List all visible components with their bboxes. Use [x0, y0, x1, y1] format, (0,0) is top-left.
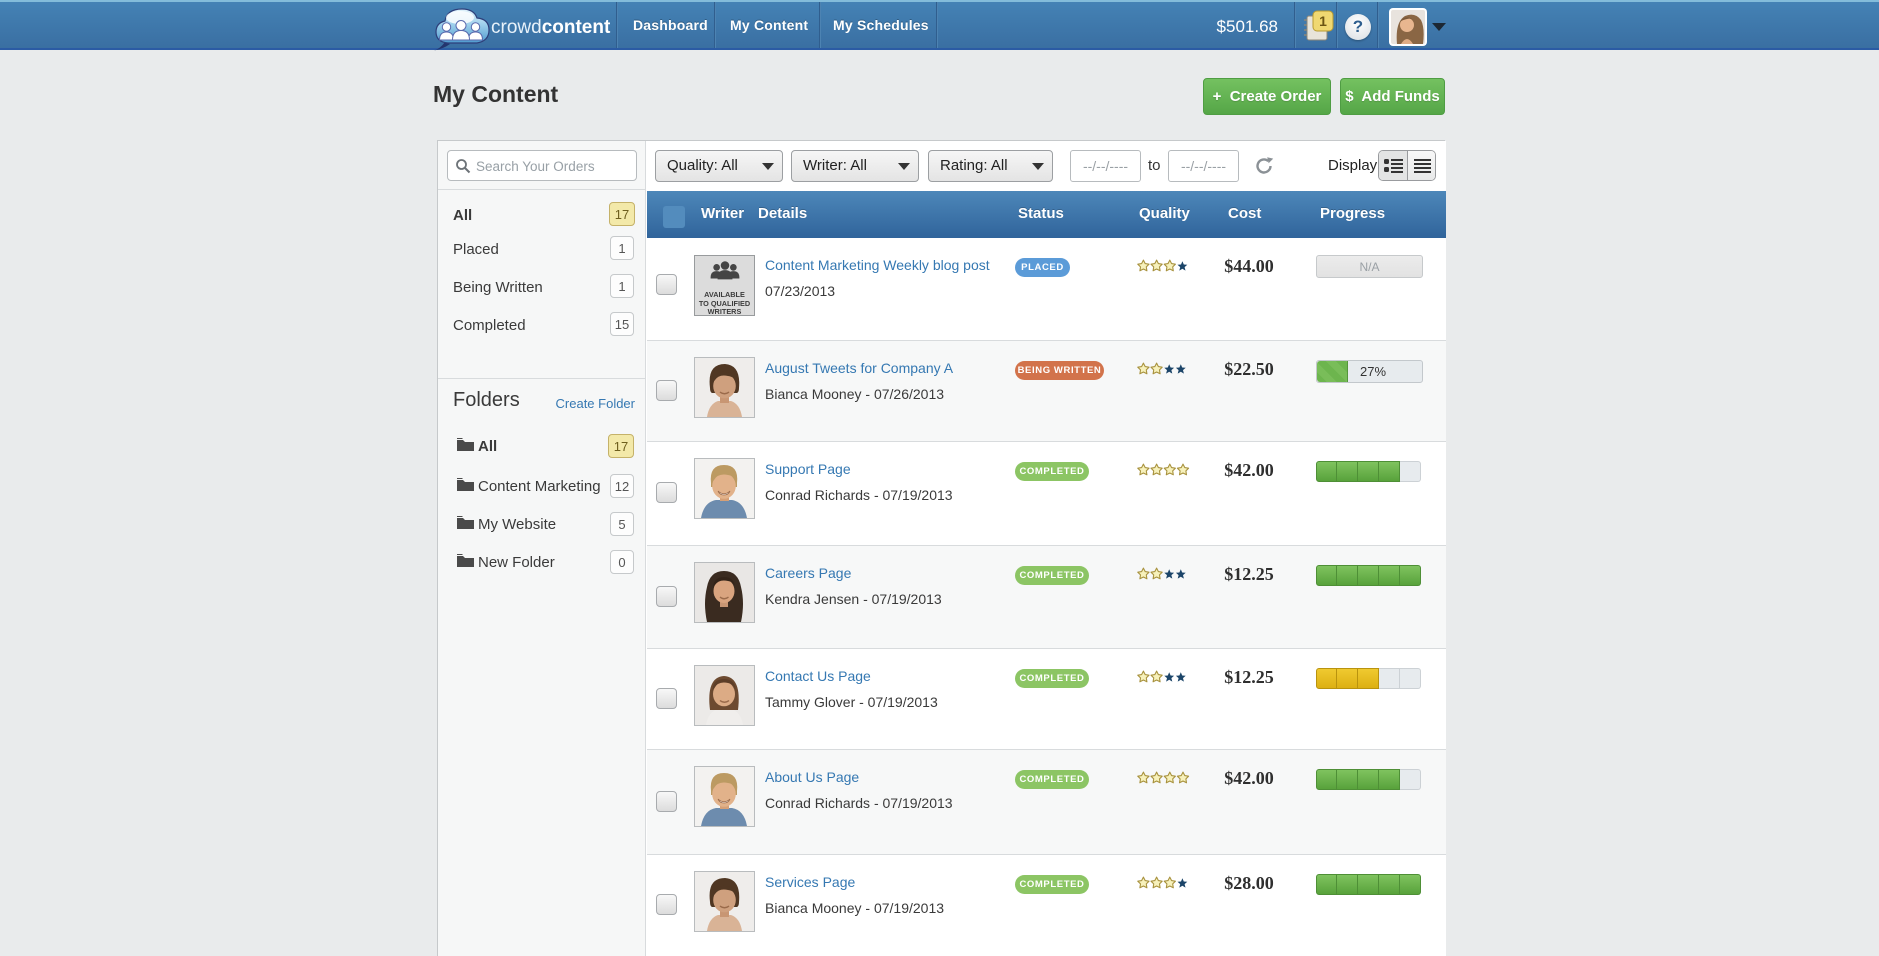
- svg-text:1: 1: [1319, 13, 1327, 29]
